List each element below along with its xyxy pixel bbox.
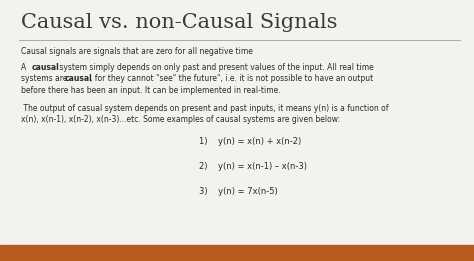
Text: 3)    y(n) = 7x(n-5): 3) y(n) = 7x(n-5) xyxy=(199,187,278,196)
Text: 1)    y(n) = x(n) + x(n-2): 1) y(n) = x(n) + x(n-2) xyxy=(199,137,301,146)
Text: causal: causal xyxy=(32,63,60,72)
Text: A: A xyxy=(21,63,29,72)
Text: The output of casual system depends on present and past inputs, it means y(n) is: The output of casual system depends on p… xyxy=(21,104,389,113)
Text: causal: causal xyxy=(65,74,93,83)
Text: system simply depends on only past and present values of the input. All real tim: system simply depends on only past and p… xyxy=(57,63,374,72)
Text: Causal vs. non-Causal Signals: Causal vs. non-Causal Signals xyxy=(21,13,338,32)
Text: 2)    y(n) = x(n-1) – x(n-3): 2) y(n) = x(n-1) – x(n-3) xyxy=(199,162,307,171)
Bar xyxy=(0,245,474,261)
Text: x(n), x(n-1), x(n-2), x(n-3)...etc. Some examples of causal systems are given be: x(n), x(n-1), x(n-2), x(n-3)...etc. Some… xyxy=(21,115,340,124)
Text: , for they cannot "see" the future", i.e. it is not possible to have an output: , for they cannot "see" the future", i.e… xyxy=(90,74,374,83)
Text: Causal signals are signals that are zero for all negative time: Causal signals are signals that are zero… xyxy=(21,47,253,56)
Text: before there has been an input. It can be implemented in real-time.: before there has been an input. It can b… xyxy=(21,86,281,94)
Text: systems are: systems are xyxy=(21,74,70,83)
